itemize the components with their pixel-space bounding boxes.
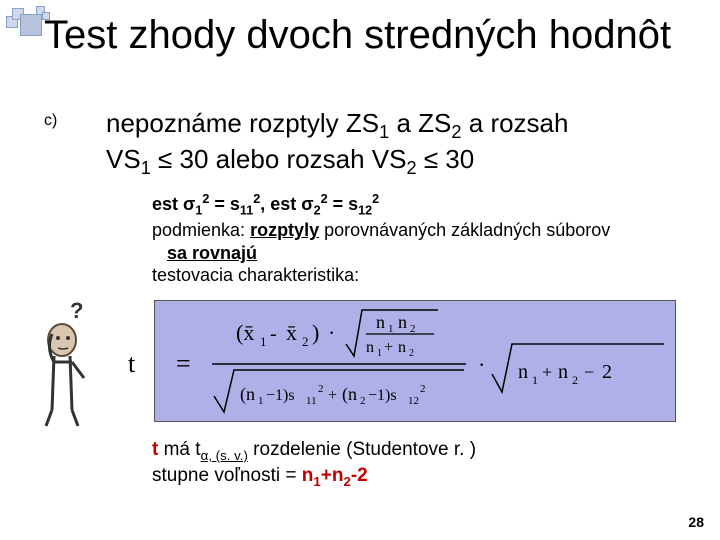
txt: podmienka: xyxy=(152,220,250,240)
svg-text:·: · xyxy=(478,352,485,377)
page-number: 28 xyxy=(688,514,704,530)
sup: 2 xyxy=(321,192,328,206)
txt: = s xyxy=(209,194,240,214)
svg-text:12: 12 xyxy=(408,395,419,407)
svg-text:−: − xyxy=(584,362,594,382)
body-content: c) nepoznáme rozptyly ZS1 a ZS2 a rozsah… xyxy=(60,108,696,287)
svg-text:2: 2 xyxy=(409,348,414,359)
post-formula-text: t má tα, (s. v.) rozdelenie (Studentove … xyxy=(152,438,696,490)
txt: a rozsah xyxy=(462,108,569,138)
svg-text:2: 2 xyxy=(318,383,324,395)
svg-text:1: 1 xyxy=(260,334,267,349)
svg-text:n: n xyxy=(366,339,374,356)
sub: 2 xyxy=(343,474,350,489)
svg-text:·: · xyxy=(328,320,335,345)
sub: 2 xyxy=(314,204,321,218)
slide-title: Test zhody dvoch stredných hodnôt xyxy=(44,14,700,56)
svg-text:): ) xyxy=(312,320,319,345)
svg-text:n: n xyxy=(518,361,528,383)
txt: nepoznáme rozptyly ZS xyxy=(106,108,379,138)
svg-text:t: t xyxy=(128,349,136,378)
txt: -2 xyxy=(351,465,368,486)
qmark: ? xyxy=(70,300,83,323)
formula-svg: t = (x̄ 1 - x̄ 2 ) · n 1 n 2 n 1 + n 2 xyxy=(128,300,688,420)
main-line: nepoznáme rozptyly ZS1 a ZS2 a rozsah VS… xyxy=(106,108,696,180)
txt: stupne voľnosti = xyxy=(152,465,302,486)
svg-text:1: 1 xyxy=(532,373,538,387)
sub: 2 xyxy=(406,158,416,178)
txt: ≤ 30 alebo rozsah VS xyxy=(151,144,407,174)
svg-text:2: 2 xyxy=(410,323,416,335)
sub-block: est σ12 = s112, est σ22 = s122 podmienka… xyxy=(152,192,696,287)
svg-text:2: 2 xyxy=(360,395,366,407)
svg-text:1: 1 xyxy=(377,348,382,359)
svg-text:=: = xyxy=(176,349,191,378)
svg-text:+: + xyxy=(542,362,552,382)
txt: ≤ 30 xyxy=(417,144,475,174)
sub: α, (s. v.) xyxy=(201,448,248,463)
txt: a ZS xyxy=(389,108,451,138)
sub: 12 xyxy=(358,204,372,218)
sub: 2 xyxy=(451,122,461,142)
svg-text:2: 2 xyxy=(302,334,309,349)
svg-text:−1)s: −1)s xyxy=(368,387,397,404)
svg-text:2: 2 xyxy=(602,361,612,383)
svg-text:11: 11 xyxy=(306,395,317,407)
svg-text:2: 2 xyxy=(420,383,426,395)
sub: 1 xyxy=(313,474,320,489)
est-line: est σ12 = s112, est σ22 = s122 xyxy=(152,192,696,219)
svg-text:+: + xyxy=(384,339,393,356)
svg-text:n: n xyxy=(398,312,407,332)
svg-text:n: n xyxy=(376,312,385,332)
txt: +n xyxy=(321,465,344,486)
svg-text:(n: (n xyxy=(342,384,357,405)
txt: má t xyxy=(158,439,200,460)
txt: rozdelenie (Studentove r. ) xyxy=(248,439,476,460)
txt: sa rovnajú xyxy=(167,243,257,263)
svg-text:(n: (n xyxy=(240,384,255,405)
svg-text:+: + xyxy=(328,387,337,404)
svg-text:1: 1 xyxy=(388,323,394,335)
svg-text:x̄: x̄ xyxy=(286,320,297,345)
txt: est σ xyxy=(152,194,195,214)
svg-text:−1)s: −1)s xyxy=(266,387,295,404)
svg-text:-: - xyxy=(270,323,277,345)
svg-text:2: 2 xyxy=(572,373,578,387)
svg-text:n: n xyxy=(558,361,568,383)
svg-text:n: n xyxy=(398,339,406,356)
sub: 1 xyxy=(379,122,389,142)
sub: 1 xyxy=(141,158,151,178)
svg-text:1: 1 xyxy=(258,395,264,407)
txt: , est σ xyxy=(260,194,313,214)
formula-box: t = (x̄ 1 - x̄ 2 ) · n 1 n 2 n 1 + n 2 xyxy=(128,300,688,420)
svg-text:(x̄: (x̄ xyxy=(236,320,254,345)
txt: porovnávaných základných súborov xyxy=(319,220,610,240)
txt: = s xyxy=(328,194,359,214)
sup: 2 xyxy=(372,192,379,206)
condition-line: podmienka: rozptyly porovnávaných základ… xyxy=(152,219,696,264)
test-char-label: testovacia charakteristika: xyxy=(152,264,696,287)
txt: n xyxy=(302,465,314,486)
txt: rozptyly xyxy=(250,220,319,240)
sub: 11 xyxy=(240,204,253,218)
list-marker: c) xyxy=(44,112,57,130)
txt: VS xyxy=(106,144,141,174)
thinker-icon: ? xyxy=(28,300,108,430)
